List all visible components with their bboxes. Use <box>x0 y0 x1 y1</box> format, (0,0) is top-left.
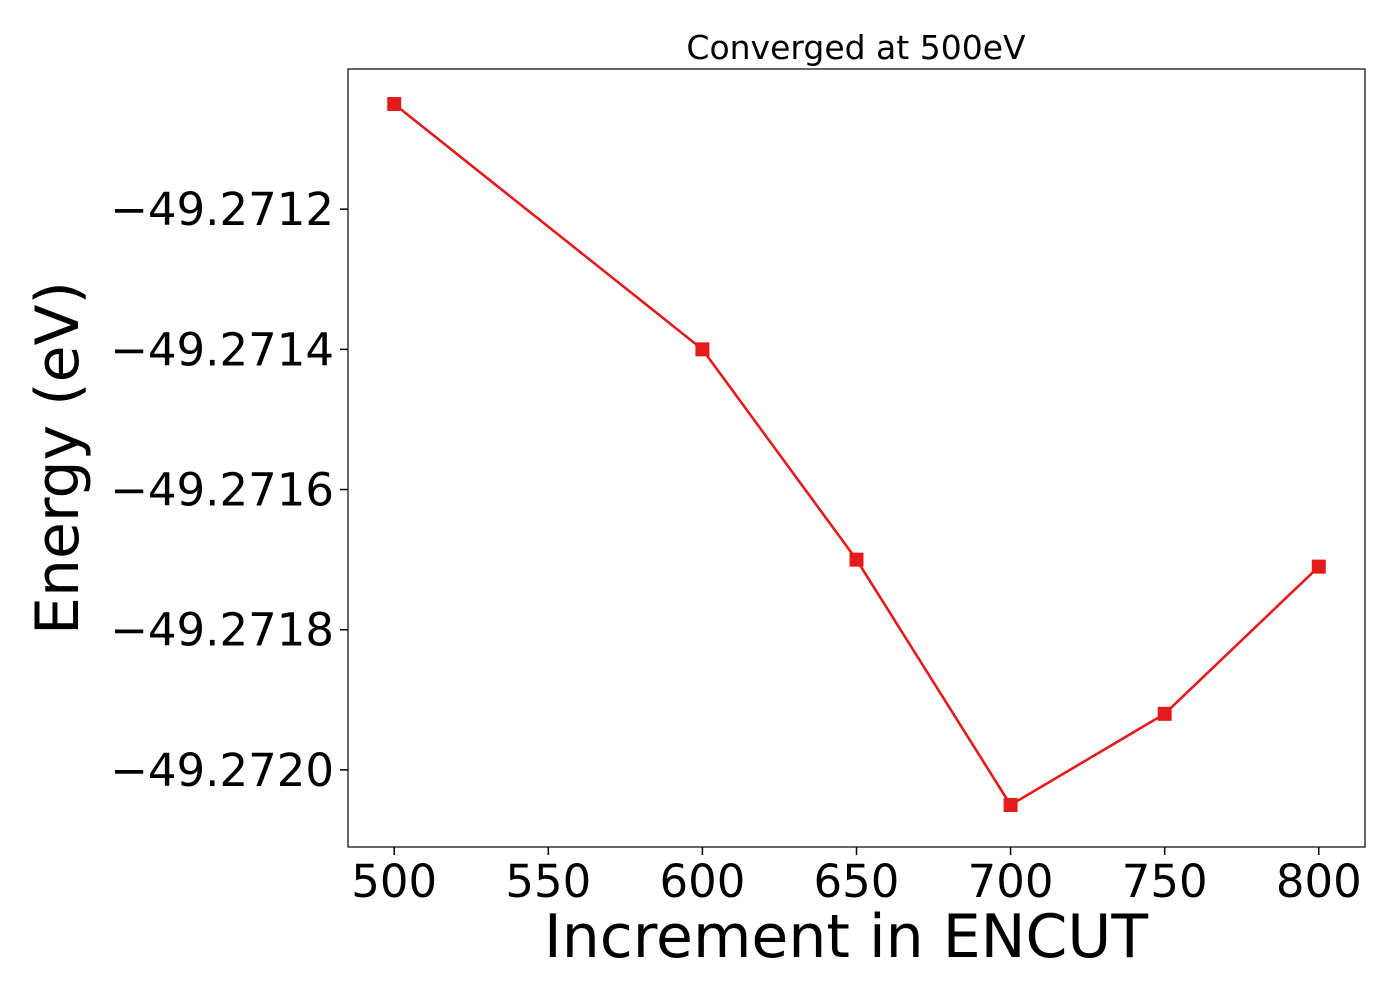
x-tick-label: 500 <box>351 855 437 908</box>
x-tick-label: 750 <box>1122 855 1208 908</box>
y-tick-label: −49.2712 <box>110 183 334 236</box>
series-markers <box>387 97 1326 812</box>
x-tick-label: 550 <box>505 855 591 908</box>
data-point <box>849 552 864 567</box>
x-axis: 500 550 600 650 700 750 800 <box>351 847 1362 908</box>
y-axis-label: Energy (eV) <box>23 281 93 635</box>
y-tick-label: −49.2718 <box>110 604 334 657</box>
x-tick-label: 700 <box>968 855 1054 908</box>
data-point <box>695 342 710 357</box>
data-point <box>1003 797 1018 812</box>
x-tick-label: 600 <box>659 855 745 908</box>
series-line <box>393 103 1320 807</box>
data-point <box>1311 559 1326 574</box>
y-tick-label: −49.2720 <box>110 744 334 797</box>
chart-title: Converged at 500eV <box>686 28 1026 67</box>
y-tick-label: −49.2714 <box>110 323 334 376</box>
data-point <box>1157 706 1172 721</box>
x-tick-label: 650 <box>814 855 900 908</box>
x-tick-label: 800 <box>1276 855 1362 908</box>
data-point <box>387 97 402 112</box>
y-axis: −49.2712 −49.2714 −49.2716 −49.2718 −49.2720 <box>110 183 348 797</box>
y-tick-label: −49.2716 <box>110 464 334 517</box>
x-axis-label: Increment in ENCUT <box>544 902 1148 972</box>
